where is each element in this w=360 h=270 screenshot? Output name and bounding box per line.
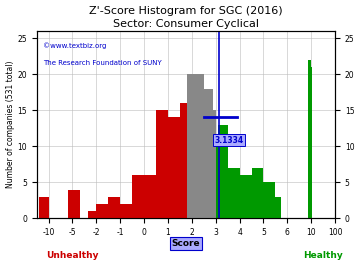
X-axis label: Score: Score [172,239,200,248]
Text: Healthy: Healthy [303,251,342,260]
Bar [204,89,213,218]
Bar [120,204,132,218]
Bar [228,168,240,218]
Bar [216,139,218,218]
Title: Z'-Score Histogram for SGC (2016)
Sector: Consumer Cyclical: Z'-Score Histogram for SGC (2016) Sector… [89,6,283,29]
Bar [264,183,275,218]
Bar [39,197,49,218]
Bar [144,175,156,218]
Bar [308,60,311,218]
Bar [180,103,187,218]
Bar [96,204,108,218]
Text: The Research Foundation of SUNY: The Research Foundation of SUNY [42,60,161,66]
Bar [213,110,216,218]
Y-axis label: Number of companies (531 total): Number of companies (531 total) [5,61,14,188]
Bar [156,110,168,218]
Bar [218,125,228,218]
Text: Unhealthy: Unhealthy [46,251,99,260]
Bar [108,197,120,218]
Bar [187,74,204,218]
Bar [132,175,144,218]
Text: 3.1334: 3.1334 [215,136,244,144]
Text: ©www.textbiz.org: ©www.textbiz.org [42,42,106,49]
Bar [252,168,264,218]
Bar [68,190,80,218]
Bar [168,117,180,218]
Bar [240,175,252,218]
Bar [275,197,282,218]
Bar [89,211,96,218]
